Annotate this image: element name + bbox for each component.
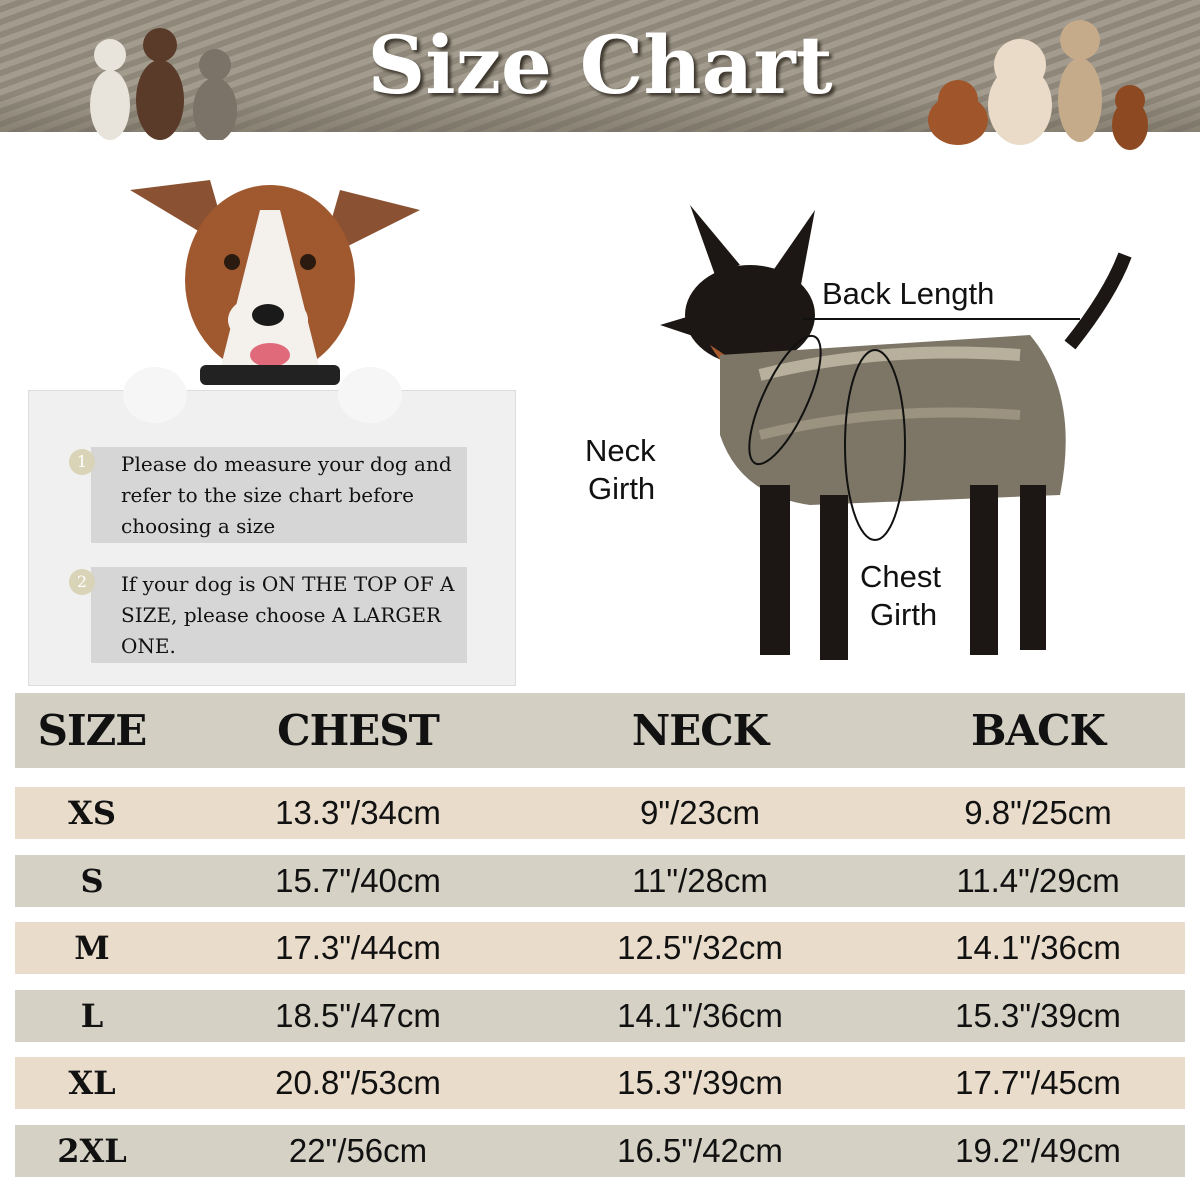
header-size: SIZE: [37, 706, 148, 755]
size-cell: XL: [68, 1064, 116, 1102]
back-cell: 19.2"/49cm: [955, 1132, 1121, 1169]
table-row: M 17.3"/44cm 12.5"/32cm 14.1"/36cm: [15, 922, 1185, 974]
dogs-left-image: [90, 28, 237, 140]
chest-cell: 17.3"/44cm: [275, 929, 441, 966]
chest-cell: 20.8"/53cm: [275, 1064, 441, 1101]
table-row: S 15.7"/40cm 11"/28cm 11.4"/29cm: [15, 855, 1185, 907]
table-row: XS 13.3"/34cm 9"/23cm 9.8"/25cm: [15, 787, 1185, 839]
tip-number: 2: [69, 569, 95, 595]
neck-cell: 12.5"/32cm: [617, 929, 783, 966]
chest-girth-label-line1: Chest: [860, 559, 941, 594]
chest-cell: 13.3"/34cm: [275, 794, 441, 831]
neck-girth-label-line1: Neck: [585, 433, 656, 468]
back-cell: 17.7"/45cm: [955, 1064, 1121, 1101]
tip-number: 1: [69, 449, 95, 475]
neck-cell: 11"/28cm: [632, 862, 768, 899]
neck-cell: 16.5"/42cm: [617, 1132, 783, 1169]
header-back: BACK: [970, 706, 1106, 755]
table-row: 2XL 22"/56cm 16.5"/42cm 19.2"/49cm: [15, 1125, 1185, 1177]
chihuahua-diagram-image: [660, 205, 1132, 660]
back-cell: 9.8"/25cm: [964, 794, 1112, 831]
tips-card: 1 Please do measure your dog and refer t…: [28, 390, 516, 686]
back-cell: 15.3"/39cm: [955, 997, 1121, 1034]
tip-2: 2 If your dog is ON THE TOP OF A SIZE, p…: [69, 567, 467, 663]
chest-cell: 18.5"/47cm: [275, 997, 441, 1034]
size-cell: M: [74, 929, 110, 967]
tip-1: 1 Please do measure your dog and refer t…: [69, 447, 467, 543]
jack-russell-dog-image: [123, 180, 420, 423]
neck-cell: 14.1"/36cm: [617, 997, 783, 1034]
neck-girth-label-line2: Girth: [588, 471, 656, 506]
table-header-row: SIZE CHEST NECK BACK: [15, 693, 1185, 768]
back-cell: 14.1"/36cm: [955, 929, 1121, 966]
neck-cell: 9"/23cm: [640, 794, 760, 831]
size-cell: XS: [68, 794, 116, 832]
neck-cell: 15.3"/39cm: [617, 1064, 783, 1101]
table-row: L 18.5"/47cm 14.1"/36cm 15.3"/39cm: [15, 990, 1185, 1042]
back-length-label: Back Length: [822, 276, 995, 311]
dogs-right-image: [928, 20, 1148, 150]
chest-cell: 15.7"/40cm: [275, 862, 441, 899]
page-title: Size Chart: [367, 18, 833, 112]
tip-text: If your dog is ON THE TOP OF A SIZE, ple…: [121, 572, 455, 658]
size-cell: 2XL: [57, 1132, 127, 1170]
header-neck: NECK: [631, 706, 769, 755]
back-cell: 11.4"/29cm: [956, 862, 1120, 899]
tip-text: Please do measure your dog and refer to …: [121, 452, 452, 538]
chest-girth-label-line2: Girth: [870, 597, 938, 632]
size-cell: L: [80, 997, 104, 1035]
header-chest: CHEST: [277, 706, 440, 755]
table-row: XL 20.8"/53cm 15.3"/39cm 17.7"/45cm: [15, 1057, 1185, 1109]
size-cell: S: [80, 862, 104, 900]
chest-cell: 22"/56cm: [288, 1132, 428, 1169]
